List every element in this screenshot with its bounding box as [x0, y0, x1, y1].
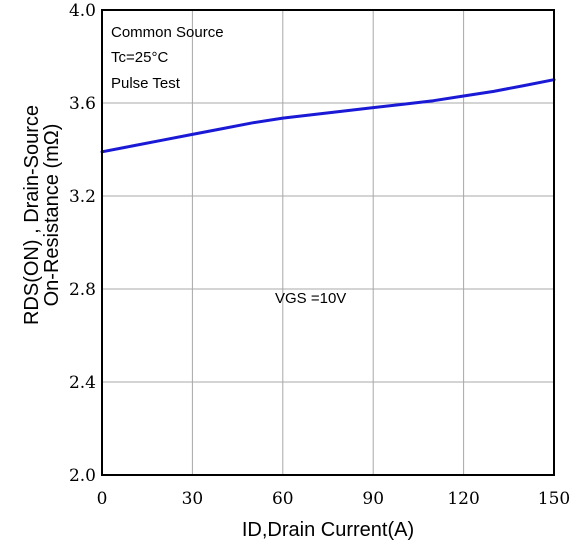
- y-tick-label: 3.2: [69, 187, 96, 207]
- x-tick-label: 0: [97, 489, 108, 509]
- conditions-annotation: Common Source Tc=25°C Pulse Test: [111, 24, 224, 92]
- curve-label: VGS =10V: [275, 290, 346, 307]
- condition-tc: Tc=25°C: [111, 49, 168, 66]
- y-tick-label: 2.0: [69, 466, 96, 486]
- y-tick-label: 3.6: [69, 94, 96, 114]
- series-layer: [100, 78, 556, 154]
- y-tick-label: 4.0: [69, 1, 96, 21]
- y-axis-title: RDS(ON) , Drain-Source On-Resistance (mΩ…: [21, 105, 63, 325]
- x-tick-label: 30: [182, 489, 204, 509]
- plot-frame: [101, 9, 555, 476]
- plot-background: [102, 10, 554, 475]
- y-tick-label: 2.4: [69, 373, 96, 393]
- series-line: [100, 78, 556, 154]
- y-axis-title-line-2: On-Resistance (mΩ): [41, 124, 63, 307]
- x-tick-label: 60: [272, 489, 294, 509]
- y-tick-label: 2.8: [69, 280, 96, 300]
- y-axis-title-line-1: RDS(ON) , Drain-Source: [21, 105, 43, 325]
- x-tick-label: 150: [538, 489, 570, 509]
- tick-labels: 0 30 60 90 120 150 2.0 2.4 2.8 3.2 3.6 4.0: [69, 1, 570, 509]
- x-tick-label: 120: [447, 489, 479, 509]
- x-axis-title: ID,Drain Current(A): [242, 519, 414, 541]
- grid-lines: [102, 10, 554, 475]
- condition-pulse-test: Pulse Test: [111, 75, 181, 92]
- x-tick-label: 90: [362, 489, 384, 509]
- condition-common-source: Common Source: [111, 24, 224, 41]
